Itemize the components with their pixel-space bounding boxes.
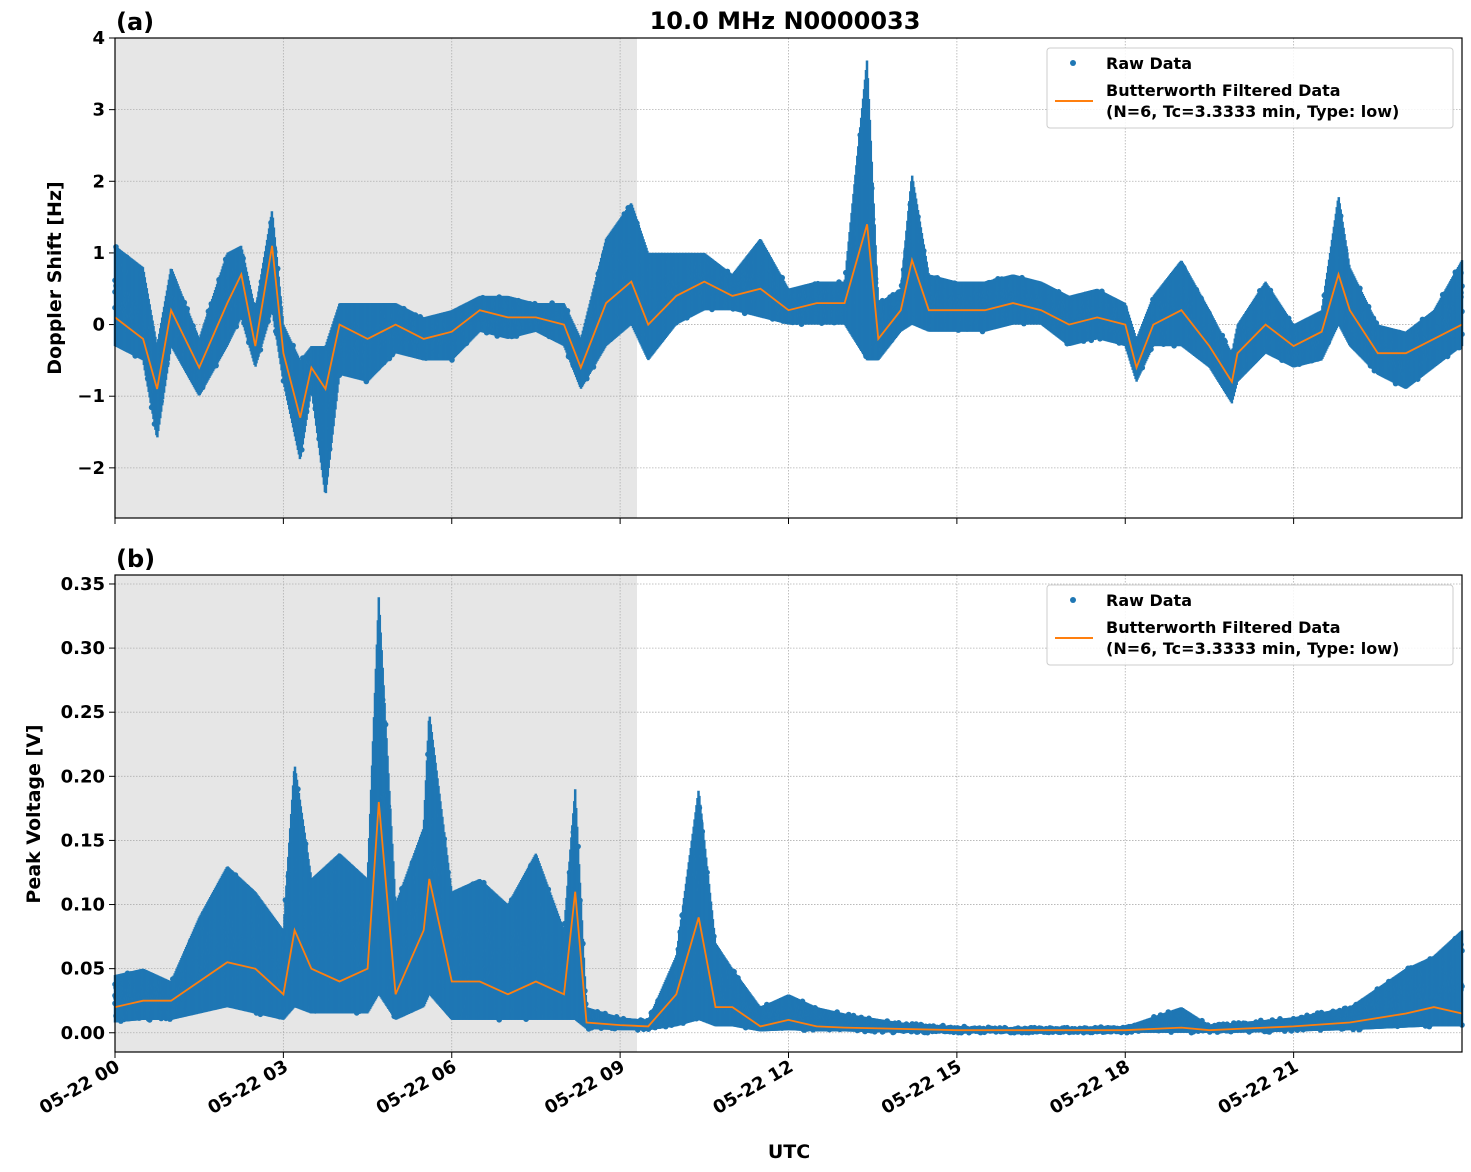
panel-a-ylabel: Doppler Shift [Hz] bbox=[44, 181, 66, 374]
x-axis-label: UTC bbox=[768, 1141, 810, 1163]
panel-b-ylabel: Peak Voltage [V] bbox=[23, 724, 45, 903]
panel-a-label: (a) bbox=[116, 8, 154, 36]
y-tick-label: −2 bbox=[77, 458, 105, 479]
panel-b-label: (b) bbox=[116, 545, 155, 573]
y-tick-label: 3 bbox=[92, 100, 105, 121]
y-tick-label: 4 bbox=[92, 28, 105, 49]
y-tick-label: 0 bbox=[92, 315, 105, 336]
y-tick-label: 2 bbox=[92, 171, 105, 192]
shaded-span bbox=[115, 38, 637, 518]
y-tick-label: 1 bbox=[92, 243, 105, 264]
figure-title: 10.0 MHz N0000033 bbox=[650, 7, 921, 35]
y-tick-label: −1 bbox=[77, 386, 105, 407]
